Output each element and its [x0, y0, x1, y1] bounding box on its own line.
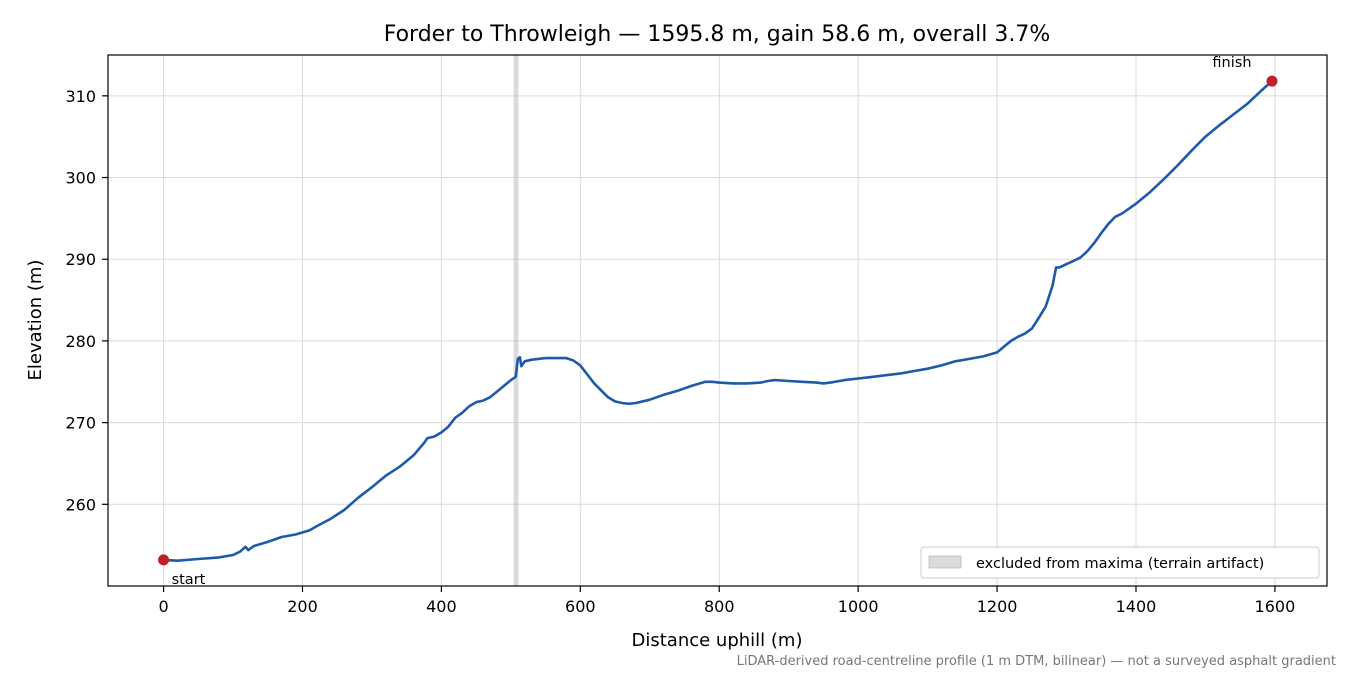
- start-annotation: start: [172, 572, 206, 588]
- legend-label: excluded from maxima (terrain artifact): [976, 556, 1264, 572]
- y-tick-label: 280: [65, 332, 96, 351]
- y-tick-label: 260: [65, 495, 96, 514]
- x-tick-label: 400: [426, 597, 457, 616]
- x-tick-label: 800: [704, 597, 735, 616]
- chart-title: Forder to Throwleigh — 1595.8 m, gain 58…: [384, 22, 1051, 47]
- legend-box: [920, 546, 1320, 579]
- start-marker: [158, 554, 170, 566]
- x-tick-label: 0: [158, 597, 168, 616]
- elevation-profile-line: [163, 80, 1273, 562]
- y-axis-label: Elevation (m): [25, 260, 46, 381]
- x-tick-label: 1000: [838, 597, 879, 616]
- plot-frame: [107, 54, 1328, 587]
- x-axis-ticks: 0 200 400 600 800 1000 1200 1400 1600: [158, 586, 1295, 616]
- footnote: LiDAR-derived road-centreline profile (1…: [737, 654, 1336, 669]
- y-tick-label: 270: [65, 414, 96, 433]
- x-tick-label: 1200: [977, 597, 1018, 616]
- x-tick-label: 600: [565, 597, 596, 616]
- legend-swatch: [928, 555, 962, 569]
- y-tick-label: 290: [65, 250, 96, 269]
- finish-annotation: finish: [1212, 55, 1251, 71]
- y-axis-ticks: 260 270 280 290 300 310: [65, 87, 108, 514]
- x-axis-label: Distance uphill (m): [632, 630, 803, 651]
- y-tick-label: 310: [65, 87, 96, 106]
- x-tick-label: 1600: [1255, 597, 1296, 616]
- grid: [108, 55, 1327, 586]
- legend: excluded from maxima (terrain artifact): [920, 546, 1320, 579]
- y-tick-label: 300: [65, 169, 96, 188]
- x-tick-label: 200: [287, 597, 318, 616]
- x-tick-label: 1400: [1116, 597, 1157, 616]
- finish-marker: [1266, 75, 1278, 87]
- excluded-band: [513, 55, 519, 586]
